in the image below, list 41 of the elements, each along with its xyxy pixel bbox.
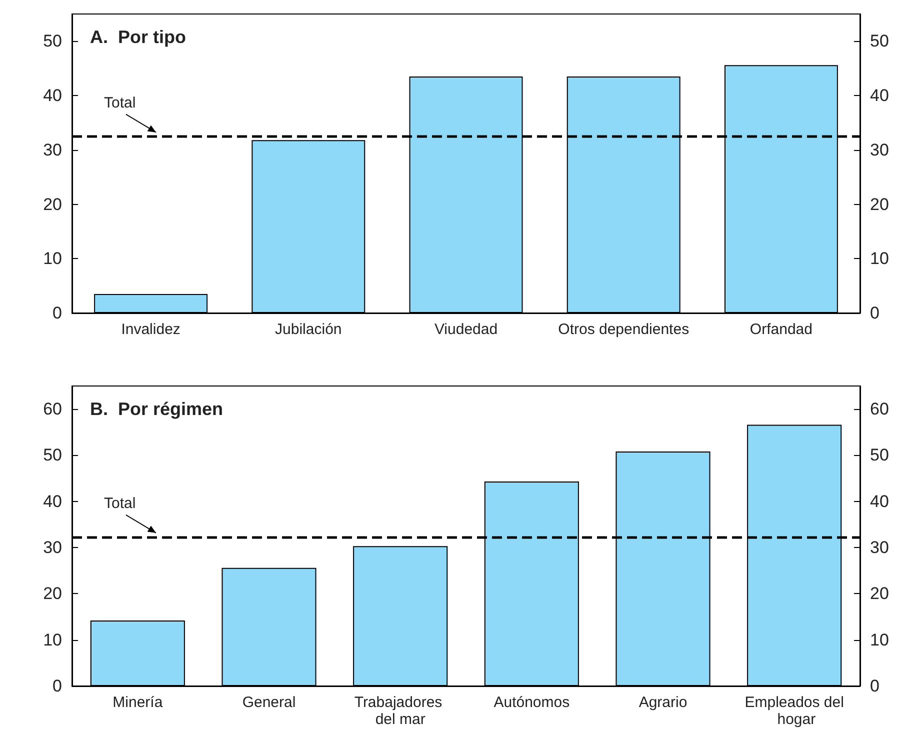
y-tick-label: 50 <box>43 446 62 465</box>
x-tick-label: Empleados del hogar <box>744 694 844 728</box>
x-tick-label: Viudedad <box>434 321 498 338</box>
y2-tick-label: 20 <box>870 584 889 604</box>
y2-tick-label: 10 <box>870 249 889 268</box>
y-tick-label: 30 <box>43 140 62 160</box>
y-tick-label: 50 <box>43 32 62 51</box>
text: B. Por régimen <box>90 399 224 419</box>
y2-tick-label: 0 <box>870 304 880 322</box>
x-tick-label: Invalidez <box>121 321 180 338</box>
y2-tick-label: 10 <box>870 630 889 650</box>
y2-tick-label: 0 <box>870 676 880 696</box>
y-tick-label: 20 <box>43 194 62 214</box>
y2-tick-label: 50 <box>870 446 889 465</box>
x-tick-label: Trabajadores del mar <box>354 694 446 728</box>
y-tick-label: 60 <box>43 400 62 419</box>
y-tick-label: 0 <box>52 304 62 322</box>
y-tick-label: 20 <box>43 584 62 604</box>
y-tick-label: 40 <box>43 492 62 511</box>
x-tick-label: Agrario <box>638 694 688 711</box>
y-tick-label: 10 <box>43 630 62 650</box>
x-tick-label: Minería <box>112 694 164 711</box>
y2-tick-label: 30 <box>870 538 889 558</box>
x-tick-label: General <box>242 694 296 711</box>
x-tick-label: Otros dependientes <box>558 321 690 338</box>
y-tick-label: 10 <box>43 249 62 268</box>
y-tick-label: 30 <box>43 538 62 558</box>
x-tick-label: Autónomos <box>494 694 570 711</box>
y2-tick-label: 40 <box>870 86 889 106</box>
y2-tick-label: 60 <box>870 400 889 419</box>
y-tick-label: 0 <box>52 676 62 696</box>
ref-line-label: Total <box>104 94 136 112</box>
ref-line-label: Total <box>104 494 136 512</box>
y2-tick-label: 50 <box>870 32 889 51</box>
y-tick-label: 40 <box>43 86 62 106</box>
y2-tick-label: 20 <box>870 194 889 214</box>
y2-tick-label: 30 <box>870 140 889 160</box>
y2-tick-label: 40 <box>870 492 889 511</box>
x-tick-label: Jubilación <box>275 321 342 338</box>
x-tick-label: Orfandad <box>750 321 812 338</box>
text: A. Por tipo <box>90 27 186 47</box>
